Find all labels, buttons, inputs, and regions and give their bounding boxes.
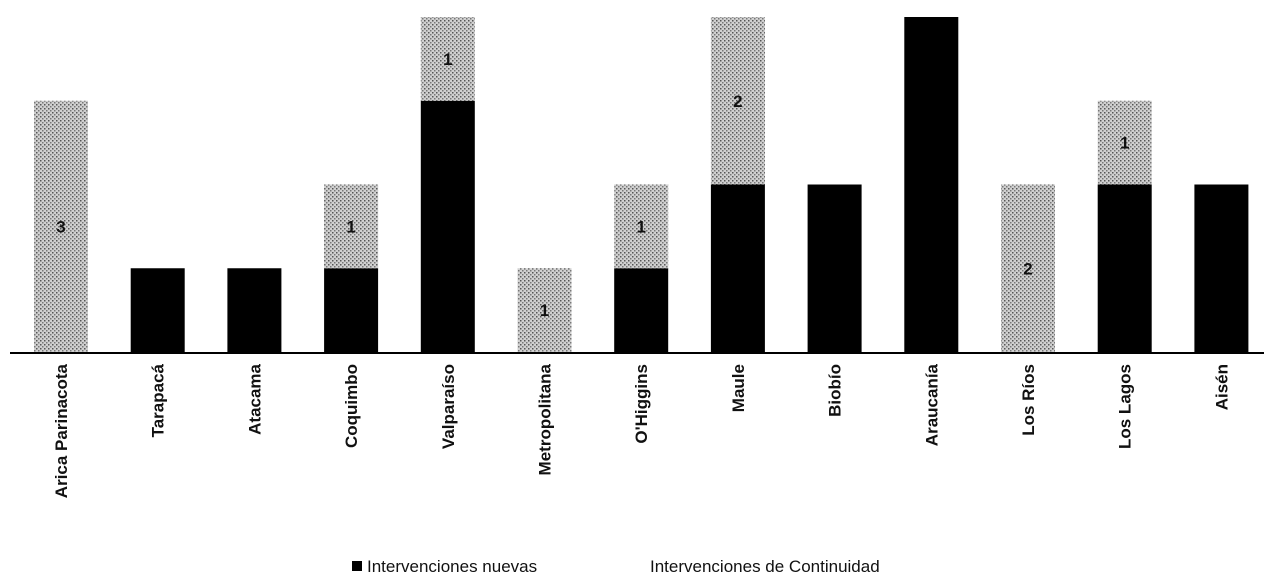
legend-label-nuevas: Intervenciones nuevas (367, 557, 538, 576)
bar-continuidad-metropolitana (517, 268, 572, 352)
bar-nuevas-atacama (227, 268, 282, 352)
x-tick-label-metropolitana: Metropolitana (536, 363, 555, 475)
x-tick-label-aisen: Aisén (1212, 364, 1231, 410)
bar-nuevas-tarapaca (130, 268, 185, 352)
data-label-o-higgins: 1 (636, 217, 645, 236)
x-tick-label-valparaiso: Valparaíso (439, 364, 458, 449)
x-tick-label-tarapaca: Tarapacá (149, 363, 168, 437)
bar-nuevas-los-lagos (1097, 184, 1152, 352)
x-tick-label-los-lagos: Los Lagos (1116, 364, 1135, 449)
data-label-arica-parinacota: 3 (56, 217, 65, 236)
bar-continuidad-maule (710, 17, 765, 185)
bar-nuevas-biobio (807, 184, 862, 352)
data-label-los-rios: 2 (1023, 259, 1032, 278)
legend-label-continuidad: Intervenciones de Continuidad (650, 557, 880, 576)
data-label-maule: 2 (733, 92, 742, 111)
bar-nuevas-maule (710, 184, 765, 352)
data-label-los-lagos: 1 (1120, 134, 1129, 153)
legend: Intervenciones nuevas Intervenciones de … (0, 555, 1264, 579)
bar-nuevas-valparaiso (420, 100, 475, 352)
data-label-metropolitana: 1 (540, 301, 549, 320)
stacked-bar-chart: 3 1 1 1 1 2 2 1 Arica Parinacota Tarapacá Atacama… (10, 17, 1264, 498)
bar-nuevas-o-higgins (614, 268, 669, 352)
x-tick-label-los-rios: Los Ríos (1019, 364, 1038, 436)
bar-continuidad-o-higgins (614, 184, 669, 269)
data-label-coquimbo: 1 (346, 217, 355, 236)
x-tick-label-o-higgins: O'Higgins (632, 364, 651, 444)
data-label-valparaiso: 1 (443, 50, 452, 69)
bar-continuidad-coquimbo (324, 184, 379, 269)
legend-item-continuidad: Intervenciones de Continuidad (650, 557, 880, 577)
bar-nuevas-aisen (1194, 184, 1249, 352)
x-tick-label-maule: Maule (729, 364, 748, 412)
bar-nuevas-coquimbo (324, 268, 379, 352)
bar-continuidad-los-rios (1001, 184, 1055, 352)
x-tick-label-atacama: Atacama (245, 363, 264, 434)
bar-continuidad-arica-parinacota (34, 100, 88, 352)
x-tick-label-arica-parinacota: Arica Parinacota (52, 363, 71, 498)
x-tick-label-biobio: Biobío (826, 364, 845, 417)
bar-nuevas-araucania (904, 17, 959, 352)
x-tick-label-araucania: Araucanía (922, 363, 941, 446)
legend-swatch-nuevas (352, 561, 362, 571)
x-tick-label-coquimbo: Coquimbo (342, 364, 361, 448)
legend-item-nuevas: Intervenciones nuevas (352, 557, 537, 577)
bar-continuidad-valparaiso (420, 17, 475, 101)
bar-continuidad-los-lagos (1097, 100, 1152, 185)
